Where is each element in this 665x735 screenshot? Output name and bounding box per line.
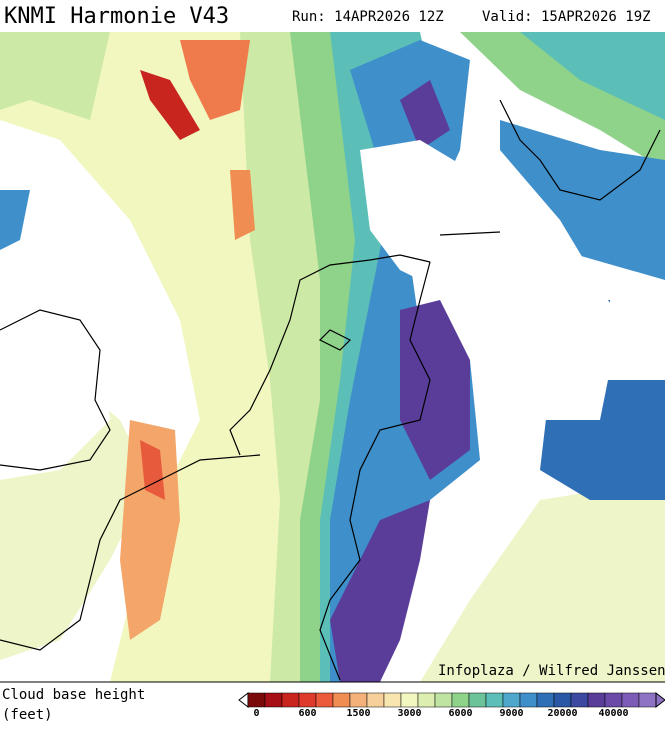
colorbar-cell [298,692,317,708]
coastline [0,99,661,681]
colorbar-cell [247,692,266,708]
colorbar: 0 600 1500 3000 6000 9000 20000 40000 [238,691,665,719]
colorbar-end [238,691,249,709]
colorbar-end [655,691,665,709]
colorbar-cell [570,692,589,708]
colorbar-cell [264,692,283,708]
colorbar-cell [519,692,538,708]
colorbar-cell [349,692,368,708]
colorbar-cell [485,692,504,708]
credit: Infoplaza / Wilfred Janssen [438,663,665,679]
colorbar-label: 9000 [499,708,523,719]
colorbar-label: 600 [298,708,316,719]
colorbar-label: 1500 [346,708,370,719]
colorbar-cell [281,692,300,708]
colorbar-label: 6000 [448,708,472,719]
colorbar-cell [315,692,334,708]
colorbar-cell [621,692,640,708]
valid-time: Valid: 15APR2026 19Z [482,9,651,25]
colorbar-label: 20000 [547,708,577,719]
colorbar-cell [451,692,470,708]
colorbar-cell [553,692,572,708]
run-time: Run: 14APR2026 12Z [292,9,444,25]
legend-title: Cloud base height [2,687,145,703]
colorbar-cell [536,692,555,708]
legend-unit: (feet) [2,707,53,723]
colorbar-label: 40000 [598,708,628,719]
colorbar-cell [383,692,402,708]
map: Infoplaza / Wilfred Janssen [0,32,665,682]
colorbar-cell [332,692,351,708]
colorbar-cell [502,692,521,708]
colorbar-cell [468,692,487,708]
colorbar-cell [604,692,623,708]
colorbar-cell [587,692,606,708]
colorbar-cell [417,692,436,708]
colorbar-label: 3000 [397,708,421,719]
colorbar-cell [434,692,453,708]
colorbar-cell [400,692,419,708]
colorbar-label: 0 [253,708,259,719]
colorbar-cell [366,692,385,708]
colorbar-cell [638,692,657,708]
title: KNMI Harmonie V43 [4,4,229,29]
